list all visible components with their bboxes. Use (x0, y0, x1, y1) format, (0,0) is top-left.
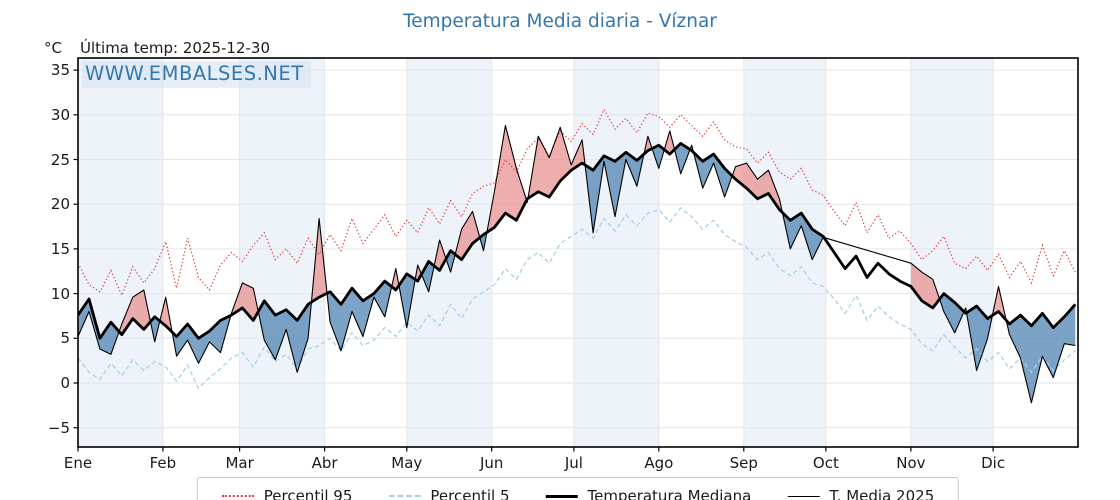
x-tick-label: Ene (63, 454, 93, 472)
x-tick-label: Ago (644, 454, 674, 472)
legend-label: Temperatura Mediana (587, 487, 752, 500)
legend-line-sample-icon (221, 495, 254, 497)
last-temp-label: Última temp: 2025-12-30 (80, 39, 271, 57)
x-tick-label: Jul (564, 454, 583, 472)
x-tick-label: Oct (812, 454, 839, 472)
y-tick-label: 30 (50, 105, 70, 124)
legend-line-sample-icon (545, 494, 578, 498)
chart-title: Temperatura Media diaria - Víznar (403, 11, 717, 32)
y-tick-label: 0 (60, 374, 70, 392)
x-tick-label: Nov (896, 454, 926, 472)
legend-item-percentil-5: Percentil 5 (388, 487, 509, 500)
y-tick-label: −5 (47, 418, 70, 437)
y-axis-unit-label: °C (44, 39, 62, 57)
legend: Percentil 95 Percentil 5 Temperatura Media… (196, 477, 960, 500)
legend-item-percentil-95: Percentil 95 (221, 487, 353, 500)
legend-line-sample-icon (388, 495, 421, 497)
y-tick-label: 25 (50, 150, 70, 169)
x-tick-label: Feb (149, 454, 177, 472)
y-tick-label: 35 (50, 61, 70, 80)
legend-label: Percentil 5 (430, 487, 510, 500)
x-tick-label: May (391, 454, 423, 472)
legend-label: T. Media 2025 (829, 487, 935, 500)
x-tick-label: Dic (981, 454, 1006, 472)
x-tick-label: Mar (225, 454, 254, 472)
legend-label: Percentil 95 (263, 487, 353, 500)
legend-item-temperatura-mediana: Temperatura Mediana (545, 487, 751, 500)
x-tick-label: Jun (479, 454, 504, 472)
x-tick-label: Sep (729, 454, 758, 472)
y-tick-label: 20 (50, 195, 70, 214)
y-tick-label: 15 (50, 239, 70, 258)
legend-line-sample-icon (787, 495, 820, 497)
x-tick-label: Abr (311, 454, 338, 472)
watermark-text: WWW.EMBALSES.NET (82, 61, 311, 88)
y-tick-label: 10 (50, 284, 70, 303)
legend-item-t-media-2025: T. Media 2025 (787, 487, 934, 500)
y-tick-label: 5 (60, 329, 70, 348)
